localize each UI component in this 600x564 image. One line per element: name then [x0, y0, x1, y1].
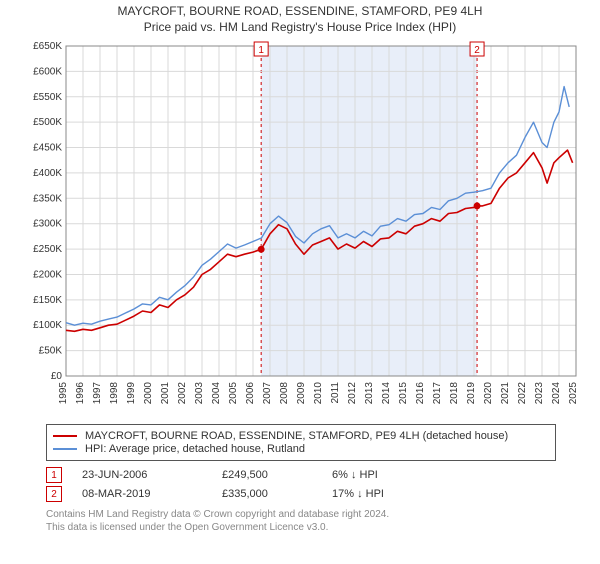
svg-text:2006: 2006 — [245, 382, 256, 405]
event-date: 08-MAR-2019 — [82, 488, 222, 500]
legend: MAYCROFT, BOURNE ROAD, ESSENDINE, STAMFO… — [46, 424, 556, 461]
svg-text:2004: 2004 — [211, 382, 222, 405]
svg-text:£400K: £400K — [33, 168, 62, 179]
svg-text:£50K: £50K — [39, 346, 63, 357]
event-marker: 2 — [46, 486, 62, 502]
svg-text:2013: 2013 — [364, 382, 375, 405]
chart: £0 £50K £100K £150K £200K £250K £300K £350K £400… — [20, 40, 580, 420]
svg-text:2018: 2018 — [449, 382, 460, 405]
svg-text:2015: 2015 — [398, 382, 409, 405]
svg-text:2008: 2008 — [279, 382, 290, 405]
event-marker: 1 — [46, 467, 62, 483]
svg-text:1995: 1995 — [58, 382, 69, 405]
footer: Contains HM Land Registry data © Crown c… — [46, 508, 556, 534]
svg-text:2: 2 — [474, 45, 480, 56]
svg-text:2017: 2017 — [432, 382, 443, 405]
svg-text:2003: 2003 — [194, 382, 205, 405]
svg-text:£450K: £450K — [33, 143, 62, 154]
svg-text:2012: 2012 — [347, 382, 358, 405]
event-delta: 6% ↓ HPI — [332, 469, 452, 481]
svg-text:£500K: £500K — [33, 117, 62, 128]
events-table: 1 23-JUN-2006 £249,500 6% ↓ HPI 2 08-MAR… — [46, 467, 556, 502]
svg-text:£650K: £650K — [33, 41, 62, 52]
event-price: £249,500 — [222, 469, 332, 481]
page-title: MAYCROFT, BOURNE ROAD, ESSENDINE, STAMFO… — [0, 4, 600, 18]
legend-swatch — [53, 448, 77, 450]
svg-text:2005: 2005 — [228, 382, 239, 405]
svg-text:2020: 2020 — [483, 382, 494, 405]
table-row: 2 08-MAR-2019 £335,000 17% ↓ HPI — [46, 486, 556, 502]
svg-text:2007: 2007 — [262, 382, 273, 405]
footer-line: Contains HM Land Registry data © Crown c… — [46, 508, 556, 521]
svg-text:£150K: £150K — [33, 295, 62, 306]
svg-text:£250K: £250K — [33, 244, 62, 255]
svg-text:2016: 2016 — [415, 382, 426, 405]
event-delta: 17% ↓ HPI — [332, 488, 452, 500]
legend-label: MAYCROFT, BOURNE ROAD, ESSENDINE, STAMFO… — [85, 430, 508, 442]
page-subtitle: Price paid vs. HM Land Registry's House … — [0, 20, 600, 34]
svg-text:2001: 2001 — [160, 382, 171, 405]
svg-text:1996: 1996 — [75, 382, 86, 405]
svg-text:2014: 2014 — [381, 382, 392, 405]
svg-text:£300K: £300K — [33, 219, 62, 230]
svg-text:2011: 2011 — [330, 382, 341, 404]
svg-text:2019: 2019 — [466, 382, 477, 405]
svg-text:1999: 1999 — [126, 382, 137, 405]
svg-text:2010: 2010 — [313, 382, 324, 405]
svg-text:2022: 2022 — [517, 382, 528, 405]
svg-text:2000: 2000 — [143, 382, 154, 405]
footer-line: This data is licensed under the Open Gov… — [46, 521, 556, 534]
svg-text:£350K: £350K — [33, 193, 62, 204]
legend-swatch — [53, 435, 77, 437]
event-price: £335,000 — [222, 488, 332, 500]
svg-text:£200K: £200K — [33, 269, 62, 280]
svg-text:1998: 1998 — [109, 382, 120, 405]
svg-text:2025: 2025 — [568, 382, 579, 405]
legend-item: MAYCROFT, BOURNE ROAD, ESSENDINE, STAMFO… — [53, 430, 549, 442]
svg-text:2002: 2002 — [177, 382, 188, 405]
svg-text:1997: 1997 — [92, 382, 103, 405]
legend-label: HPI: Average price, detached house, Rutl… — [85, 443, 305, 455]
svg-text:1: 1 — [258, 45, 264, 56]
svg-text:£550K: £550K — [33, 92, 62, 103]
svg-text:£100K: £100K — [33, 320, 62, 331]
svg-text:£600K: £600K — [33, 66, 62, 77]
svg-text:2021: 2021 — [500, 382, 511, 405]
svg-text:£0: £0 — [51, 371, 63, 382]
svg-text:2023: 2023 — [534, 382, 545, 405]
event-date: 23-JUN-2006 — [82, 469, 222, 481]
table-row: 1 23-JUN-2006 £249,500 6% ↓ HPI — [46, 467, 556, 483]
svg-text:2024: 2024 — [551, 382, 562, 405]
svg-text:2009: 2009 — [296, 382, 307, 405]
legend-item: HPI: Average price, detached house, Rutl… — [53, 443, 549, 455]
